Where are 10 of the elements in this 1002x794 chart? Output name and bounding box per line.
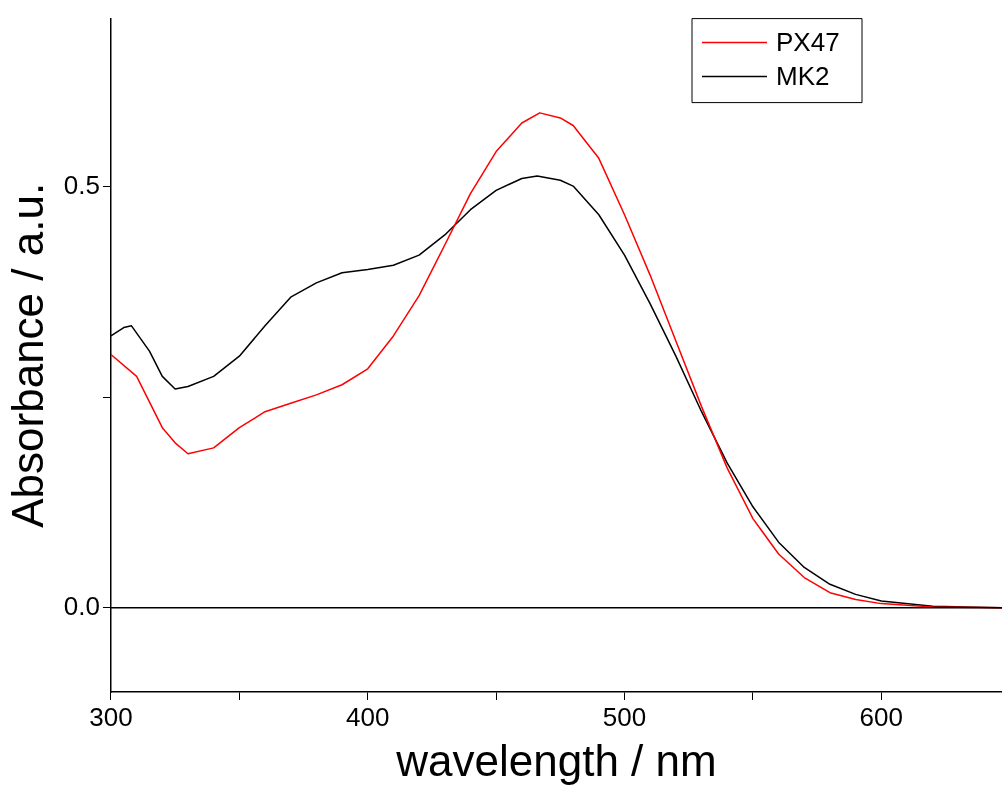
x-tick-label: 600 [859,701,903,732]
y-tick-label: 0.5 [63,170,100,201]
x-tick-label: 300 [89,701,133,732]
legend-label: PX47 [776,26,840,57]
x-axis-title: wavelength / nm [395,735,717,785]
y-axis-title: Absorbance / a.u. [2,182,52,528]
x-tick-label: 400 [346,701,390,732]
y-tick-label: 0.0 [63,591,100,621]
x-tick-label: 500 [602,701,647,732]
legend-label: MK2 [776,60,830,91]
